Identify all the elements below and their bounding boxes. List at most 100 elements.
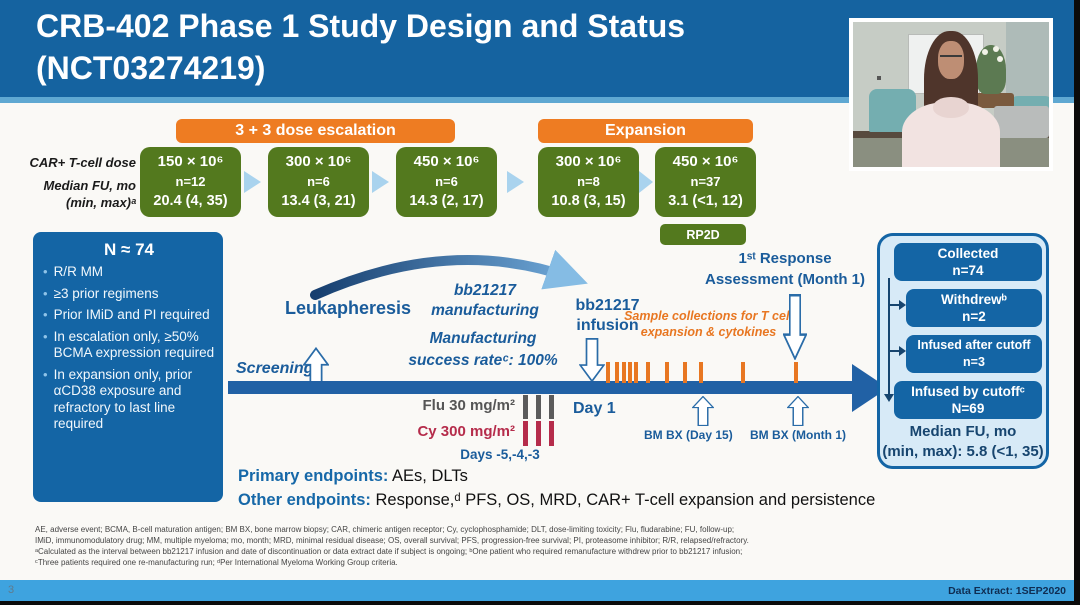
- infused-by-cutoff-box: Infused by cutoffᶜ N=69: [894, 381, 1042, 419]
- flu-ticks: [523, 395, 562, 424]
- dose-n: n=6: [435, 174, 458, 189]
- flow-down-arrow-icon: [884, 394, 894, 402]
- dose-fu: 10.8 (3, 15): [551, 193, 626, 209]
- dose-box-450-esc: 450 × 10⁶ n=6 14.3 (2, 17): [396, 147, 497, 217]
- data-extract-date: Data Extract: 1SEP2020: [948, 584, 1066, 597]
- endpoints-block: Primary endpoints: AEs, DLTs Other endpo…: [238, 464, 888, 512]
- sample-collections-label: Sample collections for T cell expansion …: [606, 308, 811, 340]
- dose-arrow-icon: [507, 171, 524, 193]
- dose-arrow-icon: [372, 171, 389, 193]
- manufacturing-line1: bb21217: [453, 282, 517, 299]
- response-assessment-label: 1ˢᵗ Response Assessment (Month 1): [690, 248, 880, 290]
- desk-clutter: [994, 106, 1049, 138]
- presenter-glasses: [940, 55, 962, 66]
- sample-collection-tick: [646, 362, 650, 383]
- footnote-abbreviations-2: IMiD, immunomodulatory drug; MM, multipl…: [35, 536, 749, 545]
- median-fu-label: Median FU, mo: [43, 178, 136, 193]
- sample-collection-tick: [634, 362, 638, 383]
- dose-value: 150 × 10⁶: [157, 153, 224, 170]
- infusion-down-arrow-icon: [579, 338, 605, 382]
- flu-tick: [523, 395, 528, 419]
- success-rate-label: Manufacturing success rateᶜ: 100%: [388, 328, 578, 372]
- footnote-ab: ᵃCalculated as the interval between bb21…: [35, 547, 743, 556]
- collected-box: Collected n=74: [894, 243, 1042, 281]
- dose-value: 300 × 10⁶: [555, 153, 622, 170]
- presenter-face: [938, 40, 964, 79]
- escalation-banner: 3 + 3 dose escalation: [176, 119, 455, 143]
- presenter-cowl-neck: [933, 97, 969, 118]
- flow-connector-line: [888, 278, 890, 396]
- sample-collection-tick: [628, 362, 632, 383]
- eligibility-item: Prior IMiD and PI required: [53, 307, 210, 322]
- flu-tick: [536, 395, 541, 419]
- bmbx-day15-label: BM BX (Day 15): [644, 428, 733, 442]
- cy-ticks: [523, 421, 562, 451]
- bullet-icon: •: [43, 307, 48, 322]
- rp2d-badge: RP2D: [660, 224, 746, 245]
- dose-arrow-icon: [244, 171, 261, 193]
- slide-footer-bar: 3 Data Extract: 1SEP2020: [0, 580, 1080, 601]
- flower: [997, 56, 1004, 63]
- bullet-icon: •: [43, 366, 48, 382]
- bmbx-month1-up-arrow-icon: [787, 396, 809, 426]
- success-rate-line1: Manufacturing: [429, 330, 537, 347]
- sample-collection-tick: [606, 362, 610, 383]
- withdrew-box: Withdrewᵇ n=2: [906, 289, 1042, 327]
- dose-fu: 20.4 (4, 35): [153, 193, 228, 209]
- eligibility-item: In expansion only, prior αCD38 exposure …: [53, 366, 193, 432]
- cy-tick: [549, 421, 554, 446]
- title-line-1: CRB-402 Phase 1 Study Design and Status: [36, 8, 686, 44]
- car-t-dose-label: CAR+ T-cell dose: [29, 155, 136, 170]
- dose-n: n=37: [690, 174, 721, 189]
- flower: [992, 46, 999, 53]
- sample-collection-tick: [683, 362, 687, 383]
- leukapheresis-label: Leukapheresis: [284, 298, 412, 318]
- dose-value: 450 × 10⁶: [672, 153, 739, 170]
- infusion-line1: bb21217: [575, 297, 640, 314]
- infusion-line2: infusion: [576, 317, 639, 334]
- title-line-2: (NCT03274219): [36, 50, 266, 86]
- dose-fu: 13.4 (3, 21): [281, 193, 356, 209]
- dose-n: n=6: [307, 174, 330, 189]
- days-label: Days -5,-4,-3: [460, 447, 540, 462]
- footnote-cd: ᶜThree patients required one re-manufact…: [35, 558, 398, 567]
- sample-line1: Sample collections for T cell: [624, 309, 793, 323]
- manufacturing-arc-arrow-icon: [310, 249, 588, 300]
- flow-branch-arrow-icon: [899, 300, 906, 310]
- bullet-icon: •: [43, 328, 48, 344]
- sample-collection-tick: [741, 362, 745, 383]
- dose-fu: 3.1 (<1, 12): [668, 193, 743, 209]
- day1-label: Day 1: [573, 400, 616, 417]
- other-endpoints-value: Response,ᵈ PFS, OS, MRD, CAR+ T-cell exp…: [370, 491, 876, 509]
- flu-tick: [549, 395, 554, 419]
- cy-tick: [536, 421, 541, 446]
- sample-collection-tick: [622, 362, 626, 383]
- dose-fu: 14.3 (2, 17): [409, 193, 484, 209]
- response-line1: 1ˢᵗ Response: [738, 250, 832, 267]
- min-max-label: (min, max)ᵃ: [65, 195, 136, 210]
- median-fu-summary: Median FU, mo (min, max): 5.8 (<1, 35): [880, 422, 1046, 462]
- timeline-bar: [228, 381, 854, 394]
- page-number: 3: [8, 584, 15, 596]
- side-table: [970, 93, 1014, 108]
- withdrew-n: n=2: [962, 309, 986, 324]
- flower: [982, 49, 989, 56]
- other-endpoints-label: Other endpoints:: [238, 491, 371, 509]
- presenter-video-scene: [853, 22, 1049, 167]
- response-line2: Assessment (Month 1): [704, 271, 866, 288]
- dose-box-300-esc: 300 × 10⁶ n=6 13.4 (3, 21): [268, 147, 369, 217]
- sample-collection-tick: [794, 362, 798, 383]
- eligibility-item: ≥3 prior regimens: [53, 285, 159, 301]
- cy-tick: [523, 421, 528, 446]
- dose-arrow-icon: [639, 171, 653, 193]
- flow-branch-arrow-icon: [899, 346, 906, 356]
- bullet-icon: •: [43, 264, 48, 279]
- manufacturing-label: bb21217 manufacturing: [410, 281, 560, 321]
- letterbox-bottom: [0, 601, 1080, 605]
- primary-endpoints-line: Primary endpoints: AEs, DLTs: [238, 464, 888, 488]
- primary-endpoints-value: AEs, DLTs: [388, 467, 468, 485]
- expansion-banner: Expansion: [538, 119, 753, 143]
- dose-box-150: 150 × 10⁶ n=12 20.4 (4, 35): [140, 147, 241, 217]
- infused-by-n: N=69: [951, 401, 985, 416]
